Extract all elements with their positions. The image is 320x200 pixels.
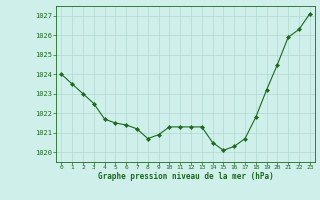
X-axis label: Graphe pression niveau de la mer (hPa): Graphe pression niveau de la mer (hPa) [98,172,274,181]
